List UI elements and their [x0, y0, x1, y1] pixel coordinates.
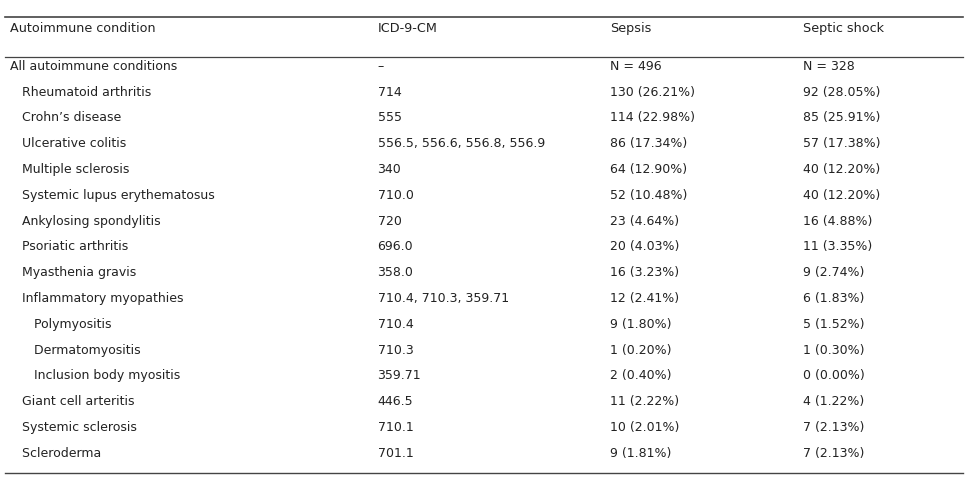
Text: Myasthenia gravis: Myasthenia gravis: [10, 266, 136, 279]
Text: 9 (2.74%): 9 (2.74%): [803, 266, 864, 279]
Text: 64 (12.90%): 64 (12.90%): [610, 163, 687, 176]
Text: 714: 714: [378, 86, 402, 98]
Text: 40 (12.20%): 40 (12.20%): [803, 163, 881, 176]
Text: Autoimmune condition: Autoimmune condition: [10, 22, 155, 34]
Text: 7 (2.13%): 7 (2.13%): [803, 421, 864, 434]
Text: Psoriatic arthritis: Psoriatic arthritis: [10, 240, 128, 253]
Text: 40 (12.20%): 40 (12.20%): [803, 189, 881, 202]
Text: Inclusion body myositis: Inclusion body myositis: [10, 369, 180, 382]
Text: 16 (3.23%): 16 (3.23%): [610, 266, 679, 279]
Text: 0 (0.00%): 0 (0.00%): [803, 369, 865, 382]
Text: 358.0: 358.0: [378, 266, 413, 279]
Text: 57 (17.38%): 57 (17.38%): [803, 137, 881, 150]
Text: ICD-9-CM: ICD-9-CM: [378, 22, 438, 34]
Text: 130 (26.21%): 130 (26.21%): [610, 86, 695, 98]
Text: Sepsis: Sepsis: [610, 22, 651, 34]
Text: 340: 340: [378, 163, 402, 176]
Text: 20 (4.03%): 20 (4.03%): [610, 240, 680, 253]
Text: 16 (4.88%): 16 (4.88%): [803, 215, 873, 228]
Text: 710.4: 710.4: [378, 318, 413, 331]
Text: 446.5: 446.5: [378, 395, 413, 408]
Text: 6 (1.83%): 6 (1.83%): [803, 292, 864, 305]
Text: 359.71: 359.71: [378, 369, 421, 382]
Text: –: –: [378, 60, 383, 73]
Text: 12 (2.41%): 12 (2.41%): [610, 292, 679, 305]
Text: Ulcerative colitis: Ulcerative colitis: [10, 137, 126, 150]
Text: 2 (0.40%): 2 (0.40%): [610, 369, 672, 382]
Text: 710.3: 710.3: [378, 344, 413, 357]
Text: All autoimmune conditions: All autoimmune conditions: [10, 60, 177, 73]
Text: 701.1: 701.1: [378, 447, 413, 460]
Text: 4 (1.22%): 4 (1.22%): [803, 395, 864, 408]
Text: Dermatomyositis: Dermatomyositis: [10, 344, 140, 357]
Text: 556.5, 556.6, 556.8, 556.9: 556.5, 556.6, 556.8, 556.9: [378, 137, 545, 150]
Text: 710.1: 710.1: [378, 421, 413, 434]
Text: 710.4, 710.3, 359.71: 710.4, 710.3, 359.71: [378, 292, 508, 305]
Text: N = 496: N = 496: [610, 60, 661, 73]
Text: 11 (2.22%): 11 (2.22%): [610, 395, 679, 408]
Text: 11 (3.35%): 11 (3.35%): [803, 240, 873, 253]
Text: 7 (2.13%): 7 (2.13%): [803, 447, 864, 460]
Text: 710.0: 710.0: [378, 189, 413, 202]
Text: Giant cell arteritis: Giant cell arteritis: [10, 395, 135, 408]
Text: Polymyositis: Polymyositis: [10, 318, 111, 331]
Text: N = 328: N = 328: [803, 60, 855, 73]
Text: 720: 720: [378, 215, 402, 228]
Text: Septic shock: Septic shock: [803, 22, 885, 34]
Text: 1 (0.20%): 1 (0.20%): [610, 344, 672, 357]
Text: 10 (2.01%): 10 (2.01%): [610, 421, 680, 434]
Text: 5 (1.52%): 5 (1.52%): [803, 318, 865, 331]
Text: Ankylosing spondylitis: Ankylosing spondylitis: [10, 215, 161, 228]
Text: Rheumatoid arthritis: Rheumatoid arthritis: [10, 86, 151, 98]
Text: 85 (25.91%): 85 (25.91%): [803, 111, 881, 124]
Text: 9 (1.80%): 9 (1.80%): [610, 318, 672, 331]
Text: Crohn’s disease: Crohn’s disease: [10, 111, 121, 124]
Text: Multiple sclerosis: Multiple sclerosis: [10, 163, 129, 176]
Text: 23 (4.64%): 23 (4.64%): [610, 215, 679, 228]
Text: 92 (28.05%): 92 (28.05%): [803, 86, 881, 98]
Text: 52 (10.48%): 52 (10.48%): [610, 189, 687, 202]
Text: Scleroderma: Scleroderma: [10, 447, 101, 460]
Text: 86 (17.34%): 86 (17.34%): [610, 137, 687, 150]
Text: 114 (22.98%): 114 (22.98%): [610, 111, 695, 124]
Text: Systemic sclerosis: Systemic sclerosis: [10, 421, 136, 434]
Text: 555: 555: [378, 111, 402, 124]
Text: Systemic lupus erythematosus: Systemic lupus erythematosus: [10, 189, 215, 202]
Text: Inflammatory myopathies: Inflammatory myopathies: [10, 292, 183, 305]
Text: 1 (0.30%): 1 (0.30%): [803, 344, 865, 357]
Text: 9 (1.81%): 9 (1.81%): [610, 447, 671, 460]
Text: 696.0: 696.0: [378, 240, 413, 253]
